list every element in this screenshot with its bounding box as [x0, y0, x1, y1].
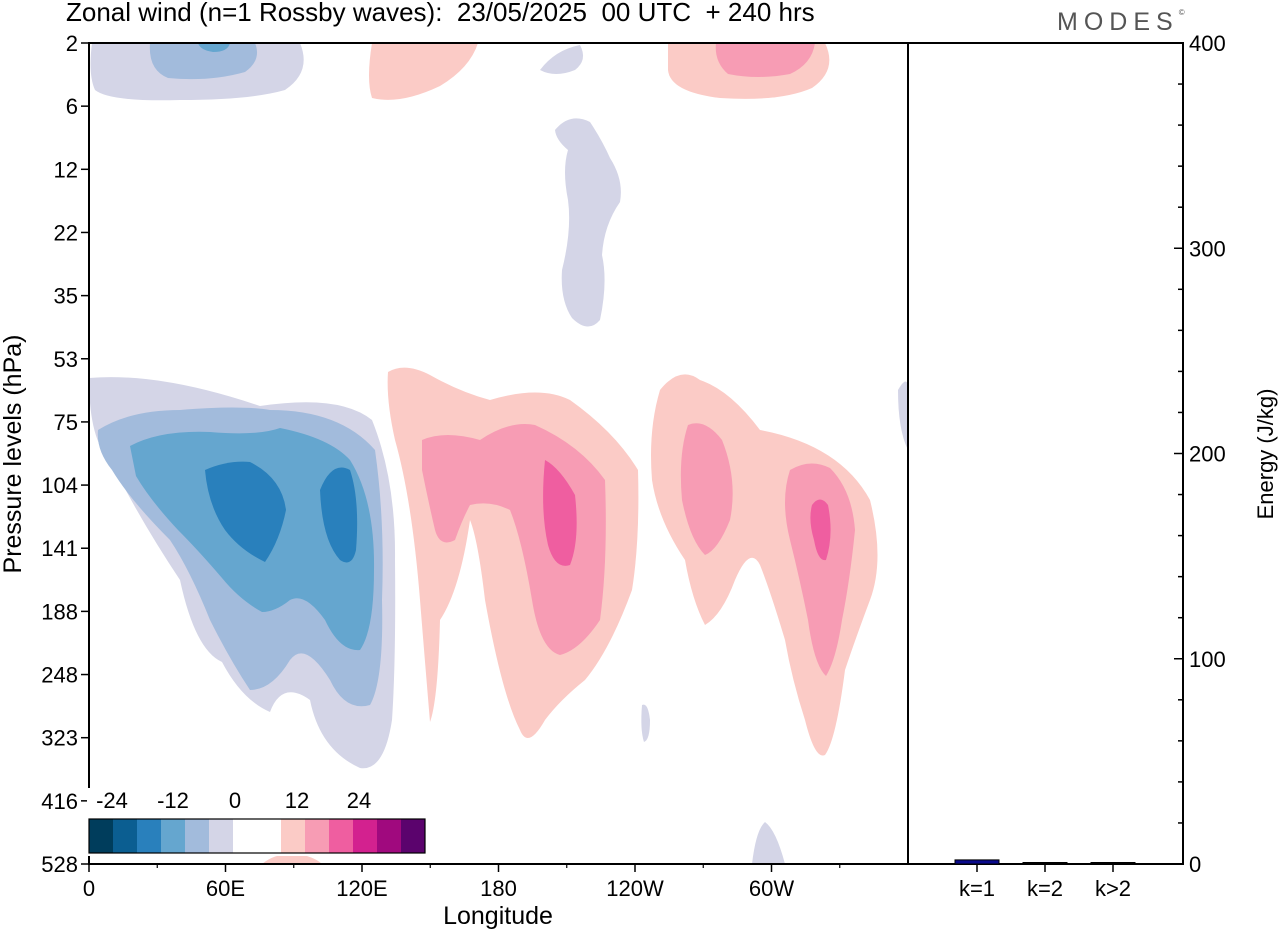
y-axis-label: Pressure levels (hPa) — [0, 335, 27, 574]
modes-logo: MODES© — [1057, 8, 1185, 37]
x-axis-label: Longitude — [443, 902, 553, 930]
neg-strat-strip — [555, 118, 621, 327]
energy-bar — [1022, 862, 1068, 865]
energy-bar — [954, 859, 1000, 865]
energy-tick-label: 300 — [1189, 236, 1226, 261]
y-tick-label: 53 — [54, 347, 78, 372]
x-tick-label: 60E — [206, 876, 245, 901]
chart-title: Zonal wind (n=1 Rossby waves): 23/05/202… — [66, 0, 815, 27]
colorbar-swatch — [137, 819, 161, 853]
y-tick-label: 416 — [41, 789, 78, 814]
neg-bottom-blob — [752, 822, 785, 864]
colorbar-swatch — [329, 819, 353, 853]
energy-axis-label: Energy (J/kg) — [1253, 389, 1278, 520]
x-tick-label: 60W — [749, 876, 794, 901]
x-tick-label: 120W — [606, 876, 664, 901]
colorbar-swatch — [377, 819, 401, 853]
energy-tick-label: 0 — [1189, 852, 1201, 877]
y-tick-label: 528 — [41, 852, 78, 877]
y-tick-label: 35 — [54, 284, 78, 309]
logo-text: MODES — [1057, 8, 1179, 36]
colorbar-legend: -24 -12 0 12 24 — [87, 788, 426, 856]
energy-bars: k=1 k=2 k>2 — [954, 859, 1136, 901]
y-tick-label: 6 — [66, 94, 78, 119]
neg-core-right — [320, 467, 358, 563]
y-tick-label: 12 — [54, 157, 78, 182]
energy-bar — [1090, 862, 1136, 865]
neg-edge-blob — [898, 381, 908, 450]
logo-mark: © — [1178, 8, 1185, 17]
y-tick-label: 104 — [41, 473, 78, 498]
neg-upper-shade-3 — [198, 43, 230, 52]
colorbar-swatch — [281, 819, 305, 853]
pos-right-shade-2b — [785, 463, 855, 676]
y-tick-label: 2 — [66, 31, 78, 56]
y-tick-label: 141 — [41, 536, 78, 561]
y-tick-label: 323 — [41, 726, 78, 751]
pos-core-60W — [810, 499, 831, 561]
energy-tick-label: 200 — [1189, 442, 1226, 467]
y-tick-label: 22 — [54, 220, 78, 245]
colorbar-border — [88, 818, 426, 854]
x-tick-label: 0 — [83, 876, 95, 901]
colorbar-label: 24 — [347, 788, 371, 813]
pos-bottom-blob — [262, 853, 322, 864]
colorbar-swatch — [233, 819, 257, 853]
neg-upper-shade-2 — [149, 43, 258, 80]
energy-tick-label: 100 — [1189, 647, 1226, 672]
neg-small-blob — [540, 45, 584, 74]
y-tick-label: 188 — [41, 599, 78, 624]
neg-core-left — [205, 461, 286, 562]
colorbar-label: -24 — [96, 788, 128, 813]
x-axis: 0 60E 120E 180 120W 60W — [83, 864, 841, 901]
pos-upper-shade-1 — [369, 43, 478, 100]
contour-field — [89, 43, 908, 864]
colorbar-swatch — [305, 819, 329, 853]
bar-category-label: k=2 — [1027, 876, 1063, 901]
colorbar-label: 12 — [285, 788, 309, 813]
colorbar-swatch — [185, 819, 209, 853]
bar-category-label: k=1 — [959, 876, 995, 901]
energy-tick-label: 400 — [1189, 31, 1226, 56]
y-tick-label: 75 — [54, 410, 78, 435]
bar-category-label: k>2 — [1095, 876, 1131, 901]
pos-right-shade-2a — [680, 423, 733, 555]
colorbar-swatch — [209, 819, 233, 853]
colorbar-swatch — [89, 819, 113, 853]
x-tick-label: 180 — [480, 876, 517, 901]
colorbar-swatch — [401, 819, 425, 853]
colorbar-swatch — [353, 819, 377, 853]
neg-tiny-blob — [641, 704, 650, 742]
colorbar-swatch — [161, 819, 185, 853]
colorbar-swatch — [257, 819, 281, 853]
y-axis: 2 6 12 22 35 53 75 104 141 188 248 323 416 528 — [41, 31, 89, 877]
colorbar-label: 0 — [229, 788, 241, 813]
colorbar-label: -12 — [157, 788, 189, 813]
pos-core-180 — [543, 460, 577, 566]
x-tick-label: 120E — [336, 876, 387, 901]
colorbar-swatch — [113, 819, 137, 853]
energy-axis: 0 100 200 300 400 — [1174, 31, 1226, 877]
y-tick-label: 248 — [41, 663, 78, 688]
pos-upper-right-shade-2 — [715, 43, 815, 77]
